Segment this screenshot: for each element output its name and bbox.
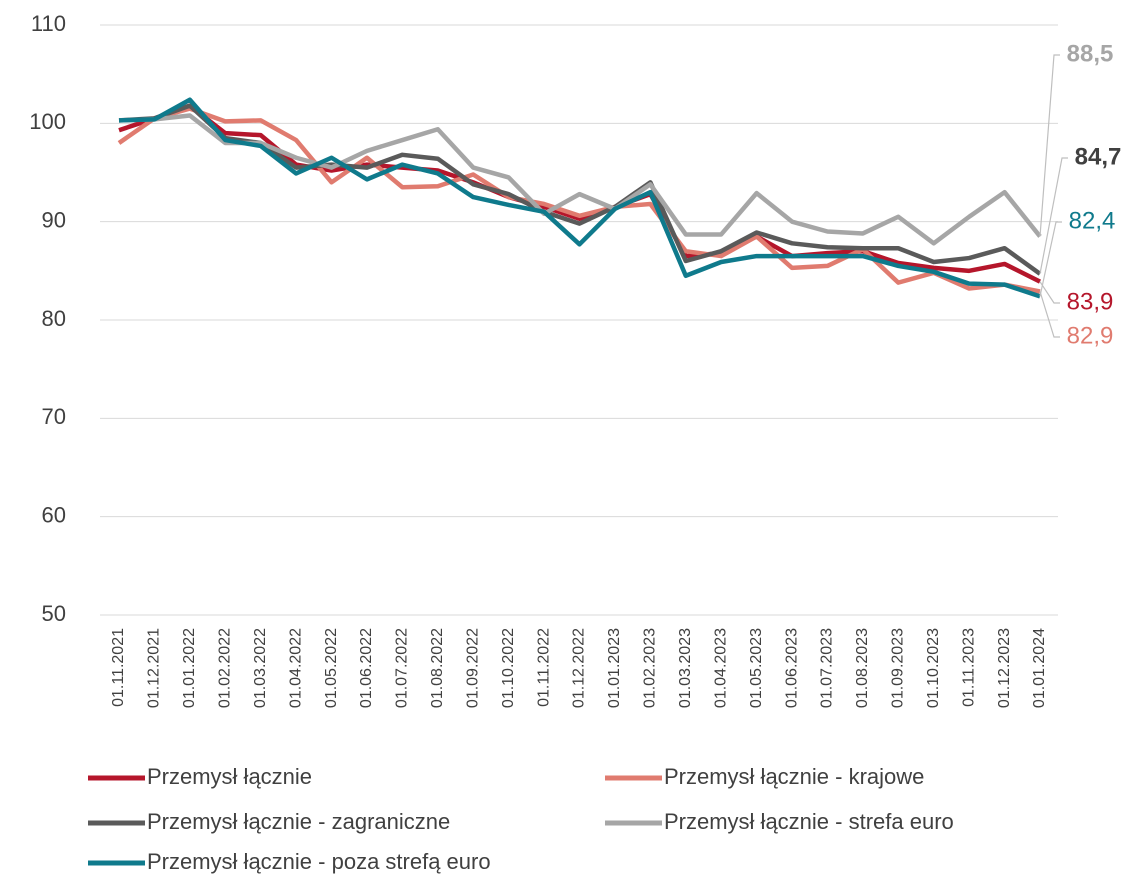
legend-label: Przemysł łącznie - strefa euro (664, 809, 954, 834)
x-tick-label: 01.12.2023 (996, 628, 1013, 708)
legend-label: Przemysł łącznie (147, 764, 312, 789)
x-tick-label: 01.10.2022 (500, 628, 517, 708)
y-tick-label: 100 (29, 109, 66, 134)
y-tick-label: 70 (42, 404, 66, 429)
x-tick-label: 01.02.2023 (642, 628, 659, 708)
x-tick-label: 01.01.2024 (1031, 628, 1048, 708)
x-tick-label: 01.01.2022 (181, 628, 198, 708)
leader-line (1039, 54, 1060, 237)
x-tick-label: 01.04.2023 (712, 628, 729, 708)
x-tick-label: 01.07.2023 (819, 628, 836, 708)
x-tick-label: 01.12.2022 (571, 628, 588, 708)
x-tick-label: 01.02.2022 (216, 628, 233, 708)
data-label: 82,9 (1067, 322, 1114, 349)
x-tick-label: 01.06.2023 (783, 628, 800, 708)
y-tick-label: 50 (42, 601, 66, 626)
x-tick-label: 01.03.2022 (252, 628, 269, 708)
data-label: 84,7 (1075, 143, 1122, 170)
x-tick-label: 01.06.2022 (358, 628, 375, 708)
x-tick-label: 01.09.2022 (464, 628, 481, 708)
leader-line (1039, 291, 1060, 338)
x-tick-label: 01.01.2023 (606, 628, 623, 708)
y-tick-label: 60 (42, 502, 66, 527)
x-tick-label: 01.03.2023 (677, 628, 694, 708)
data-label: 88,5 (1067, 40, 1114, 67)
legend-label: Przemysł łącznie - poza strefą euro (147, 849, 491, 874)
x-tick-label: 01.08.2023 (854, 628, 871, 708)
x-tick-label: 01.12.2021 (146, 628, 163, 708)
leader-line (1039, 157, 1068, 274)
series-line (118, 113, 1042, 246)
series-line (118, 103, 1042, 284)
x-tick-label: 01.05.2023 (748, 628, 765, 708)
data-label: 82,4 (1069, 207, 1116, 234)
x-tick-label: 01.04.2022 (287, 628, 304, 708)
series-line (117, 106, 1041, 294)
x-tick-label: 01.07.2022 (394, 628, 411, 708)
x-tick-label: 01.09.2023 (890, 628, 907, 708)
data-label: 83,9 (1067, 288, 1114, 315)
x-tick-label: 01.10.2023 (925, 628, 942, 708)
series-line (118, 97, 1041, 299)
legend-label: Przemysł łącznie - krajowe (664, 764, 924, 789)
y-tick-label: 110 (31, 11, 66, 36)
x-tick-label: 01.11.2022 (535, 628, 552, 707)
leader-line (1039, 281, 1060, 304)
x-tick-label: 01.08.2022 (429, 628, 446, 708)
y-tick-label: 90 (42, 207, 66, 232)
legend-label: Przemysł łącznie - zagraniczne (147, 809, 450, 834)
leader-line (1039, 221, 1062, 297)
x-tick-label: 01.05.2022 (323, 628, 340, 708)
y-tick-label: 80 (42, 306, 66, 331)
x-tick-label: 01.11.2021 (110, 628, 127, 707)
series-line (118, 103, 1042, 276)
x-tick-label: 01.11.2023 (960, 628, 977, 707)
